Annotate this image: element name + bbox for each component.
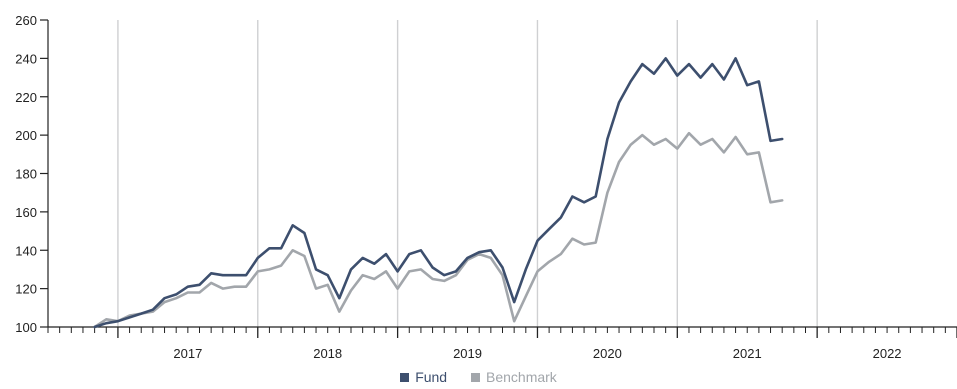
series-line-fund [93, 57, 784, 329]
x-tick-label: 2018 [313, 346, 342, 361]
year-gridlines [117, 20, 818, 327]
y-axis: 100 120 140 160 180 200 220 240 260 [15, 13, 49, 335]
legend-swatch-fund [400, 372, 410, 382]
y-tick-label: 160 [15, 205, 37, 220]
y-tick-label: 120 [15, 282, 37, 297]
y-tick-label: 200 [15, 128, 37, 143]
y-tick-label: 140 [15, 243, 37, 258]
y-tick-label: 240 [15, 51, 37, 66]
series-line-benchmark [93, 131, 784, 329]
line-chart: 100 120 140 160 180 200 220 240 260 2017 2018 2019… [15, 13, 957, 361]
y-tick-label: 220 [15, 90, 37, 105]
x-axis: 2017 2018 2019 2020 2021 2022 [47, 326, 957, 361]
y-tick-label: 180 [15, 167, 37, 182]
legend-label-fund: Fund [415, 369, 448, 385]
legend-item-fund: Fund [400, 369, 447, 385]
x-tick-label: 2019 [453, 346, 482, 361]
legend-item-benchmark: Benchmark [471, 369, 557, 385]
series-lines [93, 57, 784, 329]
legend-label-benchmark: Benchmark [486, 369, 557, 385]
y-tick-label: 100 [15, 320, 37, 335]
x-tick-label: 2017 [173, 346, 202, 361]
legend: Fund Benchmark [0, 369, 957, 385]
y-tick-label: 260 [15, 13, 37, 28]
x-tick-label: 2022 [873, 346, 902, 361]
x-tick-label: 2020 [593, 346, 622, 361]
legend-swatch-benchmark [471, 372, 480, 382]
x-tick-label: 2021 [733, 346, 762, 361]
